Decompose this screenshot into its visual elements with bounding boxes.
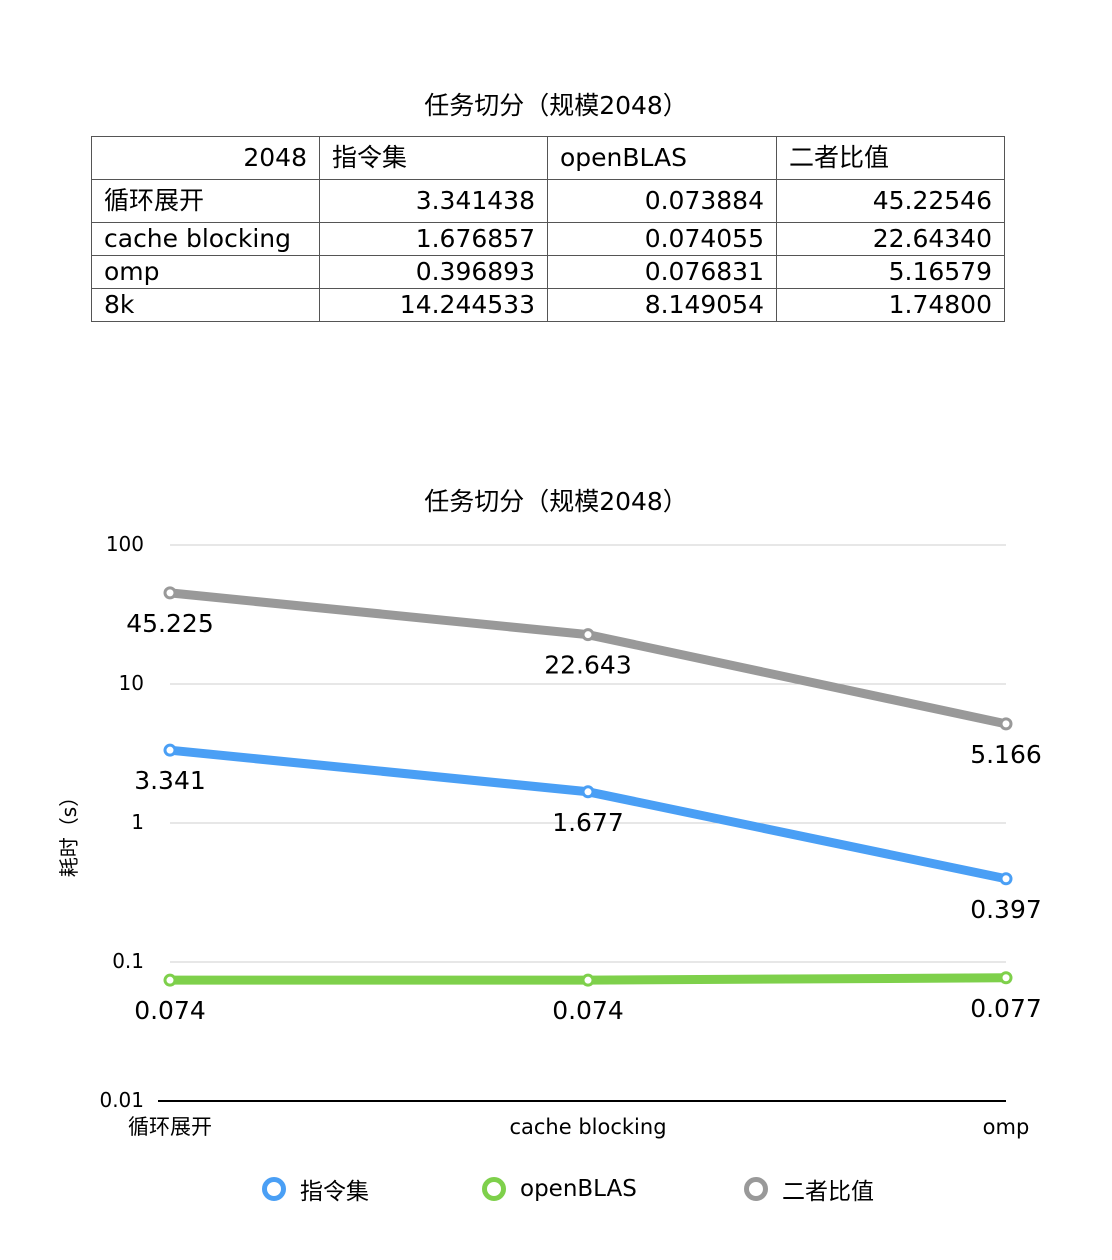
table-cell: 0.396893	[319, 255, 548, 289]
legend-label: 指令集	[300, 1179, 369, 1205]
legend-label: openBLAS	[520, 1176, 637, 1202]
data-point	[581, 973, 595, 987]
data-label: 22.643	[544, 651, 631, 680]
legend-item: openBLAS	[482, 1174, 637, 1204]
table-cell: 5.16579	[776, 255, 1005, 289]
legend-marker-icon	[482, 1177, 506, 1201]
header-cell: 二者比值	[776, 136, 1005, 180]
header-cell: openBLAS	[547, 136, 777, 180]
table-cell: 3.341438	[319, 179, 548, 223]
table-cell: 45.22546	[776, 179, 1005, 223]
data-table: 2048 指令集 openBLAS 二者比值 循环展开 3.341438 0.0…	[91, 136, 1005, 322]
table-row: 循环展开 3.341438 0.073884 45.22546	[91, 179, 1005, 223]
data-label: 1.677	[552, 808, 624, 837]
y-tick-label: 10	[119, 671, 144, 695]
data-label: 0.074	[552, 996, 624, 1025]
table-cell: 14.244533	[319, 288, 548, 322]
header-cell: 2048	[91, 136, 320, 180]
data-point	[163, 586, 177, 600]
x-tick-label: 循环展开	[128, 1115, 212, 1139]
row-label: 循环展开	[91, 179, 320, 223]
data-label: 0.397	[970, 895, 1042, 924]
data-label: 45.225	[126, 609, 213, 638]
table-cell: 1.676857	[319, 222, 548, 256]
data-point	[163, 973, 177, 987]
y-tick-label: 0.1	[112, 949, 144, 973]
legend-label: 二者比值	[782, 1179, 874, 1205]
table-cell: 0.073884	[547, 179, 777, 223]
row-label: 8k	[91, 288, 320, 322]
data-point	[581, 785, 595, 799]
legend-marker-icon	[744, 1177, 768, 1201]
data-point	[999, 872, 1013, 886]
table-title: 任务切分（规模2048）	[424, 91, 688, 120]
table-row: 8k 14.244533 8.149054 1.74800	[91, 288, 1005, 322]
data-point	[999, 971, 1013, 985]
x-tick-label: cache blocking	[509, 1115, 666, 1139]
data-label: 0.077	[970, 994, 1042, 1023]
table-cell: 0.074055	[547, 222, 777, 256]
table-cell: 8.149054	[547, 288, 777, 322]
table-row: omp 0.396893 0.076831 5.16579	[91, 255, 1005, 289]
table-cell: 1.74800	[776, 288, 1005, 322]
chart-title: 任务切分（规模2048）	[424, 487, 688, 516]
data-point	[581, 628, 595, 642]
legend-marker-icon	[262, 1177, 286, 1201]
data-label: 3.341	[134, 766, 206, 795]
table-cell: 0.076831	[547, 255, 777, 289]
table-cell: 22.64340	[776, 222, 1005, 256]
table-row: cache blocking 1.676857 0.074055 22.6434…	[91, 222, 1005, 256]
y-tick-label: 100	[106, 532, 144, 556]
data-label: 5.166	[970, 740, 1042, 769]
y-tick-label: 0.01	[99, 1088, 144, 1112]
data-point	[999, 717, 1013, 731]
legend-item: 指令集	[262, 1174, 369, 1205]
data-point	[163, 743, 177, 757]
row-label: cache blocking	[91, 222, 320, 256]
x-tick-label: omp	[983, 1115, 1030, 1139]
y-axis-label: 耗时（s）	[57, 787, 81, 877]
y-tick-label: 1	[131, 810, 144, 834]
data-label: 0.074	[134, 996, 206, 1025]
legend-item: 二者比值	[744, 1174, 874, 1205]
